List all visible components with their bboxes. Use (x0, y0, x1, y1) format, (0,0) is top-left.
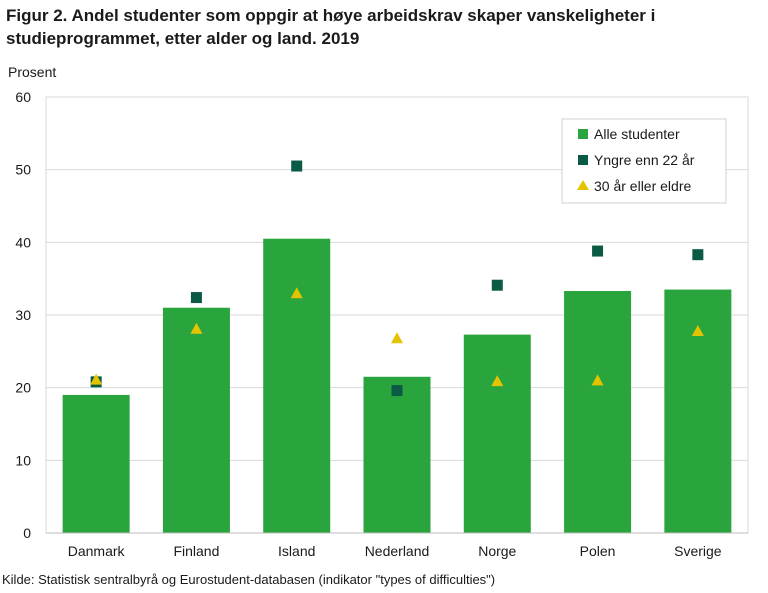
y-tick-label: 10 (15, 452, 31, 468)
triangle-marker (591, 374, 604, 386)
square-marker (592, 245, 604, 257)
bar (564, 291, 632, 533)
square-marker (692, 249, 704, 261)
y-tick-labels: 0 10 20 30 40 50 60 (15, 89, 31, 541)
legend: Alle studenter Yngre enn 22 år 30 år ell… (561, 118, 727, 204)
triangle-marker (290, 287, 303, 299)
bar (463, 334, 531, 533)
square-marker (491, 279, 503, 291)
x-tick-label: Nederland (365, 543, 430, 559)
bar (263, 238, 331, 533)
x-tick-label: Danmark (68, 543, 126, 559)
legend-box (561, 118, 727, 204)
x-tick-label: Norge (478, 543, 516, 559)
triangle-marker (391, 332, 403, 344)
legend-label-yngre-enn-22: Yngre enn 22 år (594, 152, 695, 168)
x-tick-label: Finland (173, 543, 219, 559)
triangle-marker (90, 373, 103, 385)
y-tick-label: 20 (15, 380, 31, 396)
x-tick-label: Island (278, 543, 315, 559)
x-tick-label: Sverige (674, 543, 722, 559)
square-marker (291, 160, 303, 172)
triangle-marker (190, 322, 203, 334)
y-axis-unit-label: Prosent (8, 64, 57, 80)
x-tick-label: Polen (580, 543, 616, 559)
legend-square-swatch (578, 155, 588, 165)
y-tick-label: 40 (15, 234, 31, 250)
square-marker (391, 385, 403, 397)
y-tick-label: 50 (15, 162, 31, 178)
legend-triangle-swatch (577, 180, 589, 190)
bar (363, 376, 431, 533)
chart-title: Figur 2. Andel studenter som oppgir at h… (6, 6, 656, 48)
triangle-marker (691, 324, 704, 336)
markers-30-eller-eldre (90, 287, 704, 387)
y-tick-label: 30 (15, 307, 31, 323)
x-tick-labels: Danmark Finland Island Nederland Norge Polen S… (68, 543, 722, 559)
y-tick-label: 60 (15, 89, 31, 105)
triangle-marker (491, 375, 504, 387)
legend-label-30-eller-eldre: 30 år eller eldre (594, 178, 691, 194)
square-marker (190, 292, 202, 304)
bar (162, 307, 230, 533)
bar (62, 394, 130, 533)
legend-bar-swatch (578, 129, 588, 139)
source-note: Kilde: Statistisk sentralbyrå og Eurostu… (2, 572, 496, 587)
legend-label-alle-studenter: Alle studenter (594, 126, 680, 142)
y-tick-label: 0 (23, 525, 31, 541)
